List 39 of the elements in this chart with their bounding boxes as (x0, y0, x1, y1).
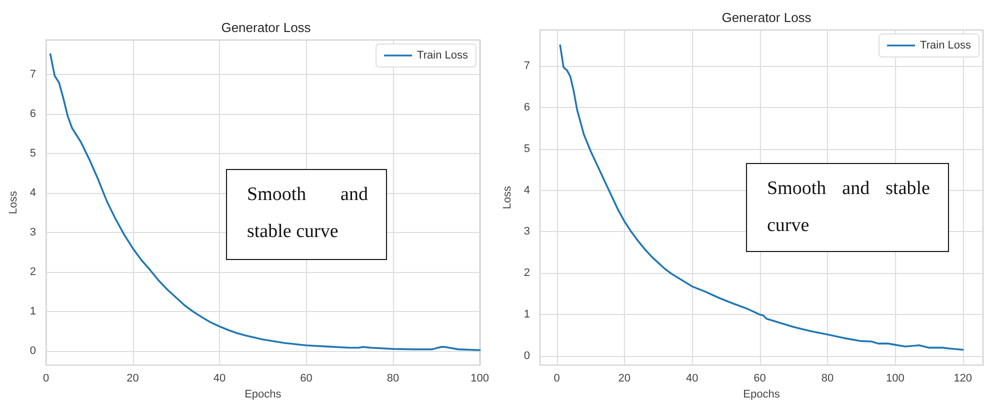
x-tick-label: 80 (386, 372, 400, 385)
x-tick-label: 60 (754, 372, 766, 385)
y-tick-label: 1 (30, 305, 36, 318)
x-tick-label: 80 (821, 372, 834, 385)
y-tick-label: 3 (30, 226, 36, 239)
y-axis-title: Loss (501, 185, 514, 210)
chart-title: Generator Loss (722, 10, 812, 25)
text-box: Smooth and stable curve (746, 163, 949, 252)
y-axis-title: Loss (8, 190, 20, 214)
y-tick-label: 7 (30, 68, 36, 81)
y-tick-label: 6 (30, 108, 36, 120)
y-tick-label: 4 (30, 187, 36, 200)
x-axis-title: Epochs (743, 388, 780, 400)
y-tick-label: 2 (524, 267, 530, 280)
text-box: Smooth and stable curve (226, 169, 387, 260)
y-tick-label: 7 (524, 60, 530, 72)
x-tick-label: 20 (618, 372, 631, 385)
y-tick-label: 1 (524, 308, 530, 321)
y-tick-label: 2 (30, 266, 36, 278)
y-tick-label: 6 (524, 101, 530, 114)
x-tick-label: 20 (126, 372, 139, 385)
x-tick-label: 40 (686, 372, 698, 385)
x-tick-label: 60 (300, 372, 312, 385)
x-tick-label: 100 (470, 372, 490, 385)
legend-label: Train Loss (920, 40, 972, 52)
x-tick-label: 100 (886, 372, 904, 385)
legend-label: Train Loss (417, 50, 468, 62)
y-tick-label: 5 (524, 142, 530, 155)
y-tick-label: 3 (524, 226, 530, 238)
y-tick-label: 0 (30, 344, 36, 357)
x-axis-title: Epochs (244, 388, 282, 400)
x-tick-label: 120 (954, 372, 972, 385)
x-tick-label: 40 (213, 372, 226, 385)
y-tick-label: 0 (524, 350, 530, 362)
chart-title: Generator Loss (221, 20, 312, 35)
y-tick-label: 5 (30, 148, 36, 160)
x-tick-label: 0 (554, 372, 560, 385)
y-tick-label: 4 (524, 184, 530, 196)
x-tick-label: 0 (42, 372, 50, 385)
